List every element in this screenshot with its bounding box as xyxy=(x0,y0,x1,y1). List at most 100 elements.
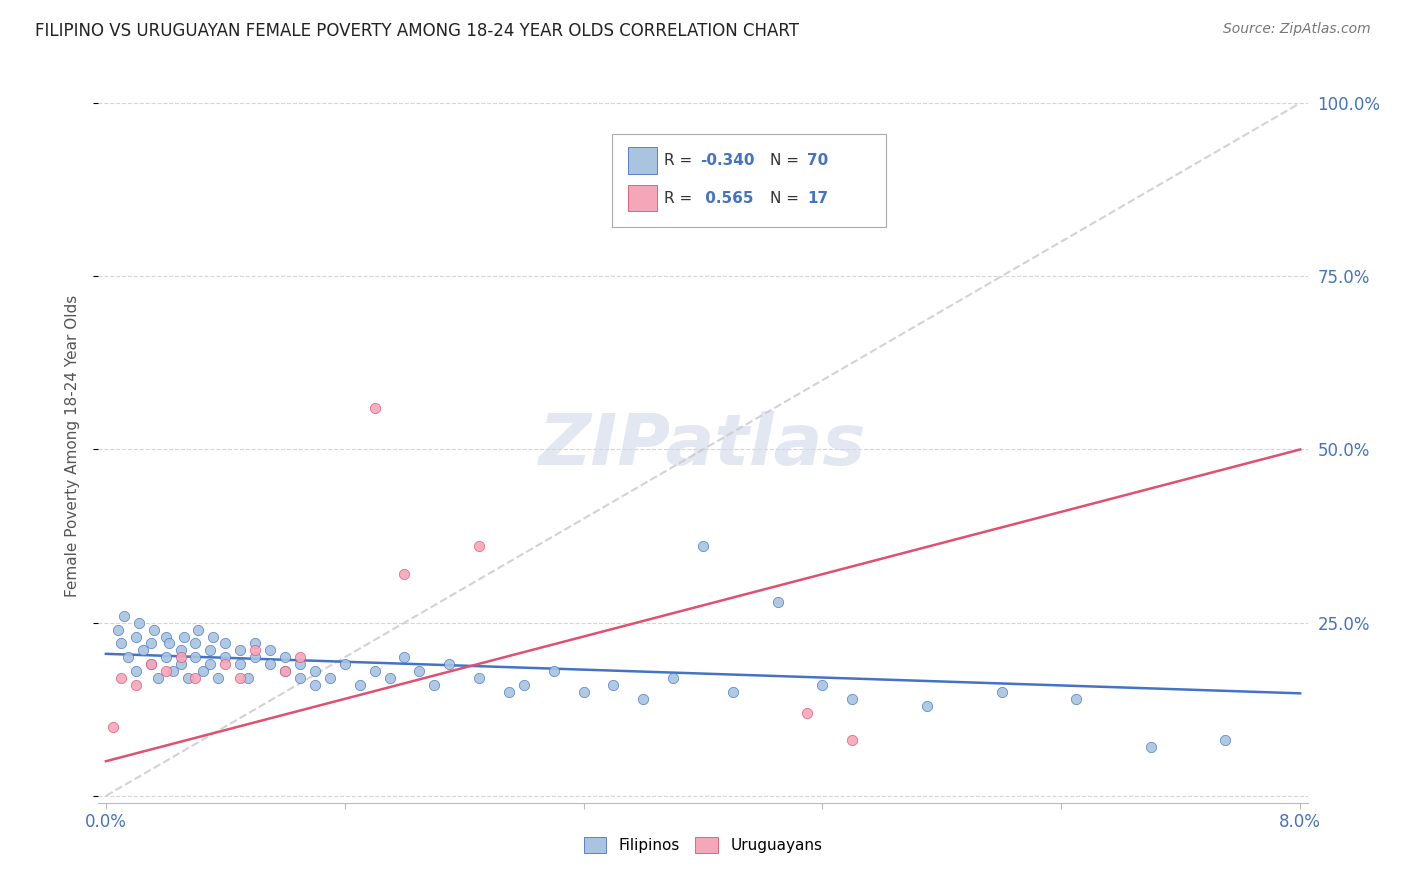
Point xyxy=(349,678,371,692)
Point xyxy=(214,636,236,650)
Point xyxy=(184,671,207,685)
Point xyxy=(139,657,162,672)
Point xyxy=(236,671,259,685)
Point xyxy=(721,685,744,699)
Point xyxy=(139,636,162,650)
Point xyxy=(162,664,184,678)
Point xyxy=(103,720,125,734)
Point xyxy=(333,657,356,672)
Point xyxy=(841,733,863,747)
Point xyxy=(142,623,165,637)
Point xyxy=(229,671,252,685)
Point xyxy=(243,650,266,665)
Point xyxy=(423,678,446,692)
Point xyxy=(214,650,236,665)
Point xyxy=(378,671,401,685)
Point xyxy=(229,643,252,657)
Point xyxy=(132,643,155,657)
Point xyxy=(394,567,416,582)
Text: R =: R = xyxy=(664,153,697,168)
Point xyxy=(572,685,595,699)
Point xyxy=(915,698,938,713)
Point xyxy=(110,671,132,685)
Point xyxy=(633,691,655,706)
Point xyxy=(214,657,236,672)
Point xyxy=(766,595,789,609)
Point xyxy=(169,643,191,657)
Point xyxy=(229,657,252,672)
Text: FILIPINO VS URUGUAYAN FEMALE POVERTY AMONG 18-24 YEAR OLDS CORRELATION CHART: FILIPINO VS URUGUAYAN FEMALE POVERTY AMO… xyxy=(35,22,799,40)
Point xyxy=(288,657,311,672)
Point xyxy=(243,636,266,650)
Point xyxy=(117,650,139,665)
Point xyxy=(1215,733,1237,747)
Point xyxy=(468,540,491,554)
Point xyxy=(177,671,200,685)
Point xyxy=(243,643,266,657)
Text: Source: ZipAtlas.com: Source: ZipAtlas.com xyxy=(1223,22,1371,37)
Point xyxy=(1064,691,1087,706)
Point xyxy=(602,678,624,692)
Point xyxy=(811,678,834,692)
Point xyxy=(274,664,297,678)
Point xyxy=(187,623,209,637)
Point xyxy=(408,664,430,678)
Point xyxy=(692,540,714,554)
Point xyxy=(155,650,177,665)
Point xyxy=(125,678,148,692)
Point xyxy=(841,691,863,706)
Point xyxy=(796,706,818,720)
Point xyxy=(304,664,326,678)
Point xyxy=(200,657,222,672)
Y-axis label: Female Poverty Among 18-24 Year Olds: Female Poverty Among 18-24 Year Olds xyxy=(65,295,80,597)
Point xyxy=(112,608,135,623)
Point xyxy=(1140,740,1163,755)
Point xyxy=(110,636,132,650)
Point xyxy=(543,664,565,678)
Point xyxy=(319,671,342,685)
Text: -0.340: -0.340 xyxy=(700,153,755,168)
Point xyxy=(498,685,520,699)
Point xyxy=(125,664,148,678)
Point xyxy=(169,657,191,672)
Point xyxy=(259,657,281,672)
Point xyxy=(157,636,180,650)
Point xyxy=(288,671,311,685)
Text: N =: N = xyxy=(770,153,804,168)
Point xyxy=(202,630,225,644)
Point xyxy=(184,650,207,665)
Point xyxy=(107,623,129,637)
Point xyxy=(274,650,297,665)
Point xyxy=(288,650,311,665)
Point xyxy=(363,401,385,415)
Legend: Filipinos, Uruguayans: Filipinos, Uruguayans xyxy=(578,831,828,859)
Point xyxy=(173,630,195,644)
Point xyxy=(274,664,297,678)
Point xyxy=(169,650,191,665)
Text: ZIPatlas: ZIPatlas xyxy=(540,411,866,481)
Point xyxy=(363,664,385,678)
Point xyxy=(200,643,222,657)
Point xyxy=(128,615,150,630)
Point xyxy=(191,664,214,678)
Point xyxy=(125,630,148,644)
Text: 0.565: 0.565 xyxy=(700,191,754,205)
Text: 17: 17 xyxy=(807,191,828,205)
Point xyxy=(990,685,1012,699)
Text: 70: 70 xyxy=(807,153,828,168)
Point xyxy=(394,650,416,665)
Point xyxy=(259,643,281,657)
Point xyxy=(155,664,177,678)
Text: R =: R = xyxy=(664,191,697,205)
Point xyxy=(146,671,169,685)
Point xyxy=(439,657,461,672)
Point xyxy=(513,678,536,692)
Point xyxy=(468,671,491,685)
Point xyxy=(304,678,326,692)
Point xyxy=(184,636,207,650)
Point xyxy=(139,657,162,672)
Text: N =: N = xyxy=(770,191,804,205)
Point xyxy=(155,630,177,644)
Point xyxy=(662,671,685,685)
Point xyxy=(207,671,229,685)
